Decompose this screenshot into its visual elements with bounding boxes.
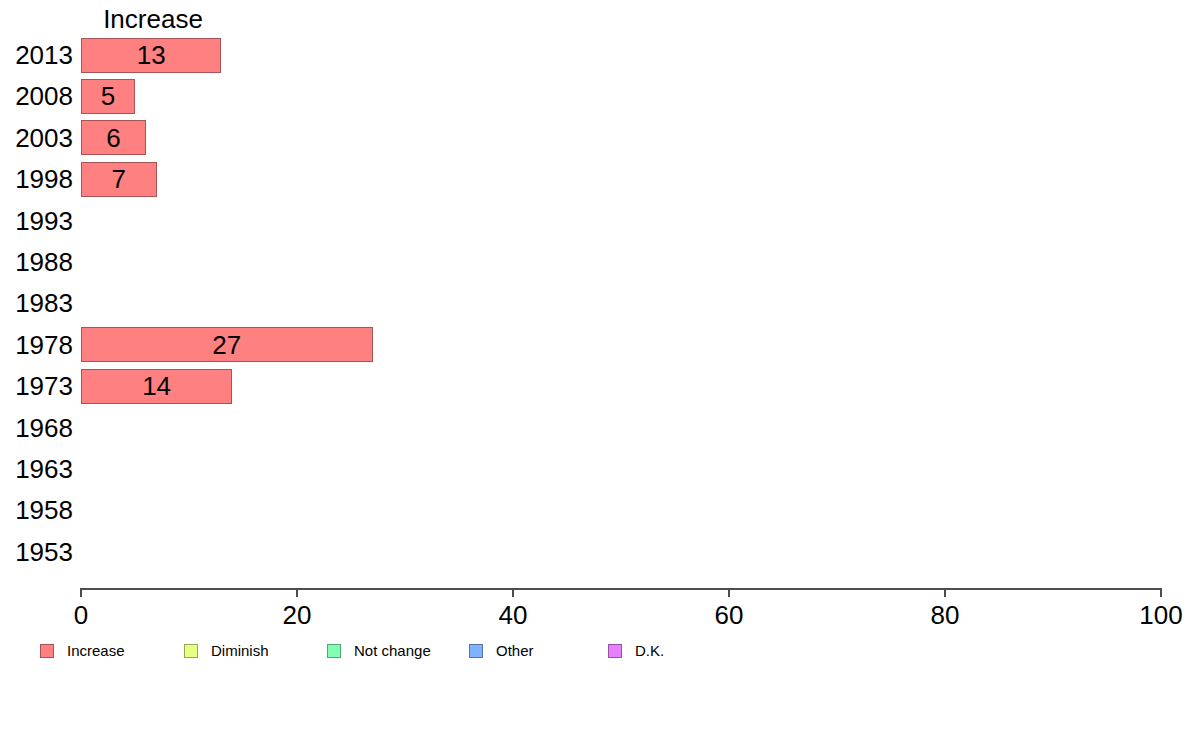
- x-axis-tick-label: 60: [715, 602, 744, 628]
- year-label: 1953: [0, 537, 73, 567]
- legend-swatch: [327, 644, 341, 658]
- legend-item: Not change: [327, 643, 431, 659]
- legend: Increase Diminish Not change Other D.K.: [0, 643, 1188, 661]
- x-axis-tick: [1160, 588, 1162, 597]
- x-axis-tick: [512, 588, 514, 597]
- x-axis-tick-label: 100: [1139, 602, 1182, 628]
- x-axis-line: [81, 588, 1161, 590]
- x-axis-tick: [728, 588, 730, 597]
- bar-value-label: 13: [81, 40, 221, 70]
- year-label: 1983: [0, 288, 73, 318]
- year-label: 1998: [0, 164, 73, 194]
- bar-value-label: 5: [81, 81, 135, 111]
- year-label: 2008: [0, 81, 73, 111]
- bar-value-label: 6: [81, 123, 146, 153]
- legend-label: Other: [496, 643, 534, 659]
- chart-title: Increase: [103, 4, 203, 34]
- year-label: 1993: [0, 206, 73, 236]
- year-label: 1978: [0, 330, 73, 360]
- x-axis-tick: [944, 588, 946, 597]
- x-axis-tick: [80, 588, 82, 597]
- legend-item: Increase: [40, 643, 125, 659]
- legend-label: Not change: [354, 643, 431, 659]
- bar-value-label: 27: [81, 330, 373, 360]
- x-axis-tick: [296, 588, 298, 597]
- bar-value-label: 14: [81, 371, 232, 401]
- year-label: 1958: [0, 495, 73, 525]
- legend-label: D.K.: [635, 643, 664, 659]
- x-axis-tick-label: 80: [931, 602, 960, 628]
- legend-label: Increase: [67, 643, 125, 659]
- legend-item: D.K.: [608, 643, 664, 659]
- x-axis-tick-label: 0: [74, 602, 88, 628]
- year-label: 2003: [0, 123, 73, 153]
- legend-item: Diminish: [184, 643, 269, 659]
- legend-swatch: [40, 644, 54, 658]
- legend-item: Other: [469, 643, 534, 659]
- bar-value-label: 7: [81, 164, 157, 194]
- x-axis-tick-label: 40: [499, 602, 528, 628]
- year-label: 2013: [0, 40, 73, 70]
- year-label: 1988: [0, 247, 73, 277]
- bar-chart: Increase 2013 13 2008 5 2003 6 1998 7 1993 1988 19…: [0, 0, 1188, 736]
- year-label: 1968: [0, 413, 73, 443]
- year-label: 1963: [0, 454, 73, 484]
- year-label: 1973: [0, 371, 73, 401]
- legend-swatch: [608, 644, 622, 658]
- legend-swatch: [184, 644, 198, 658]
- x-axis-tick-label: 20: [283, 602, 312, 628]
- legend-swatch: [469, 644, 483, 658]
- legend-label: Diminish: [211, 643, 269, 659]
